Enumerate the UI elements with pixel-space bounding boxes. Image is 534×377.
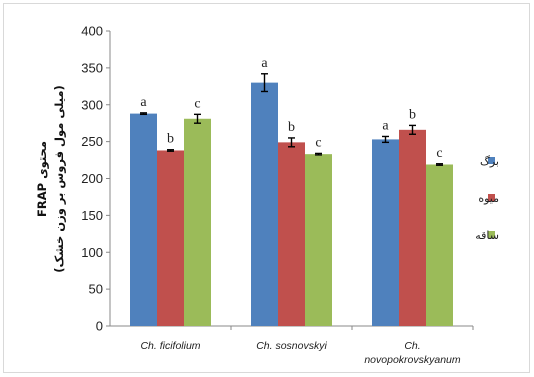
data-label: c <box>436 146 442 161</box>
labels: a b c Ch. ficifolium a b c Ch. sosnovskyi a b c Ch.… <box>140 56 461 366</box>
bar <box>130 113 157 326</box>
legend-label: ساقه <box>475 229 499 242</box>
x-tick-label: Ch. ficifolium <box>140 340 200 352</box>
legend-swatch <box>488 231 495 238</box>
data-label: b <box>409 107 416 122</box>
data-label: b <box>288 120 295 135</box>
y-axis-title-group: محتوی FRAP (میلی مول فروس بر وزن خشک) <box>35 85 67 273</box>
legend-label: میوه <box>478 192 499 205</box>
legend-label: برگ <box>480 155 499 168</box>
data-label: a <box>382 118 389 133</box>
bar <box>372 139 399 326</box>
y-tick-label: 350 <box>81 60 103 75</box>
data-label: b <box>167 132 174 147</box>
bar <box>399 129 426 326</box>
legend: برگ میوه ساقه <box>475 155 499 242</box>
y-tick-label: 150 <box>81 208 103 223</box>
y-tick-label: 400 <box>81 24 103 39</box>
bars <box>130 73 453 326</box>
y-axis-label: محتوی FRAP <box>35 141 50 217</box>
x-tick-label: Ch. <box>404 340 420 352</box>
bar <box>278 142 305 326</box>
y-tick-label: 50 <box>89 282 103 297</box>
y-axis-label: (میلی مول فروس بر وزن خشک) <box>52 85 67 273</box>
y-tick-label: 250 <box>81 134 103 149</box>
legend-swatch <box>488 157 495 164</box>
data-label: c <box>194 96 200 111</box>
data-label: a <box>261 56 268 71</box>
bar-chart: 0 50 100 150 200 250 300 350 400 a b c Ch. ficifoli… <box>35 24 499 367</box>
bar <box>157 150 184 326</box>
chart-frame: 0 50 100 150 200 250 300 350 400 a b c Ch. ficifoli… <box>3 3 530 373</box>
bar <box>426 164 453 326</box>
y-axis-title: محتوی FRAP (میلی مول فروس بر وزن خشک) <box>35 85 67 273</box>
bar <box>251 82 278 326</box>
data-label: a <box>140 95 147 110</box>
bar <box>305 154 332 326</box>
axes: 0 50 100 150 200 250 300 350 400 <box>81 24 474 334</box>
legend-swatch <box>488 194 495 201</box>
y-tick-label: 300 <box>81 97 103 112</box>
bar <box>184 118 211 326</box>
y-tick-label: 200 <box>81 171 103 186</box>
y-tick-label: 0 <box>96 319 103 334</box>
y-tick-label: 100 <box>81 245 103 260</box>
x-tick-label: Ch. sosnovskyi <box>256 340 327 352</box>
data-label: c <box>315 135 321 150</box>
x-tick-label: novopokrovskyanum <box>364 354 461 366</box>
